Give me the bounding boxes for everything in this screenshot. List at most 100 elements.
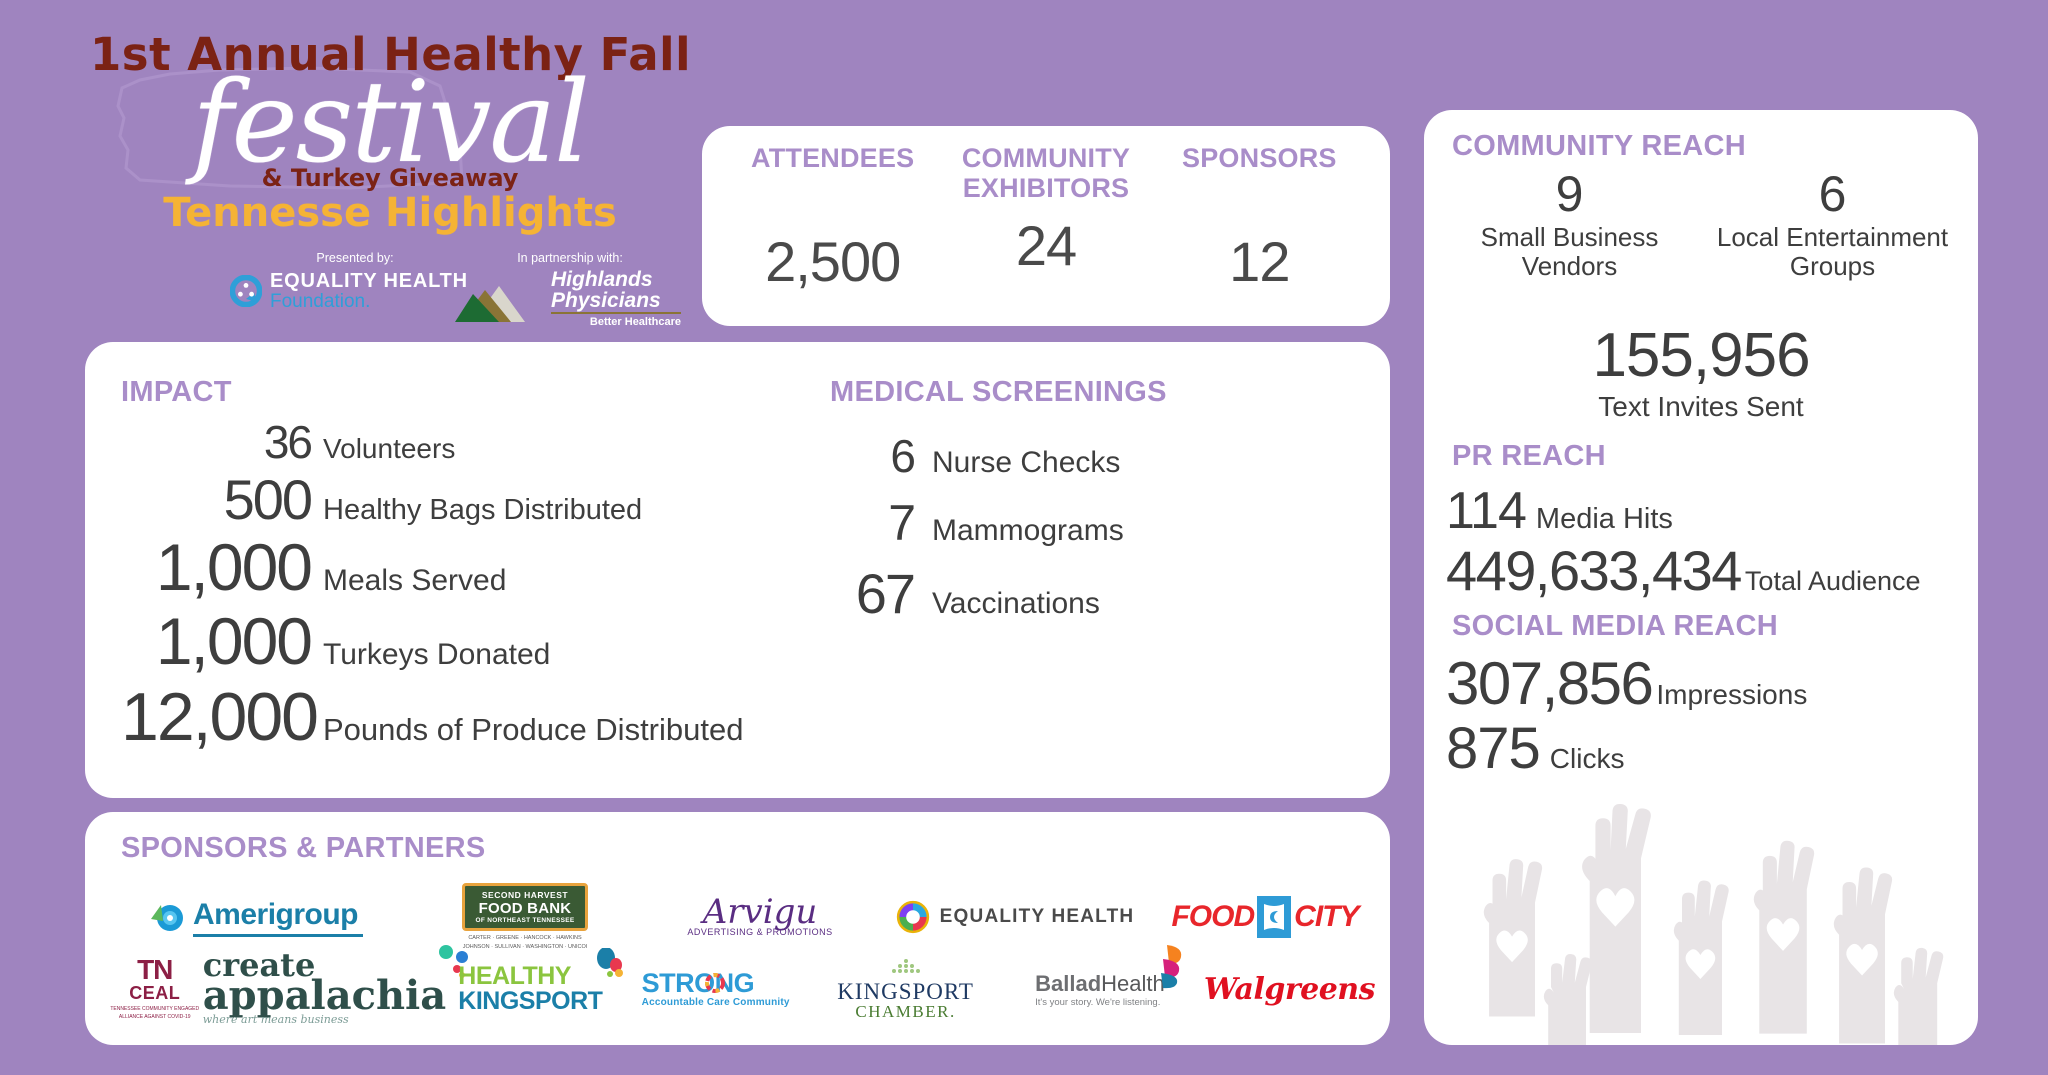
pr-reach-number: 449,633,434	[1446, 539, 1742, 603]
food-city-emblem-icon	[1257, 896, 1292, 938]
amerigroup-wordmark: Amerigroup	[193, 897, 359, 931]
screening-label: Nurse Checks	[932, 446, 1121, 479]
speech-bubbles-icon	[597, 948, 624, 977]
pr-reach-row: 114 Media Hits	[1446, 482, 1966, 540]
healthy-word: HEALTHY	[458, 962, 571, 990]
impact-row: 12,000 Pounds of Produce Distributed	[121, 679, 781, 755]
kingsport-chamber-line1: KINGSPORT	[837, 979, 974, 1004]
logo-ballad-health[interactable]: Ballad Health It's your story. We're lis…	[996, 944, 1204, 1020]
stat-label-sponsors: SPONSORS	[1182, 143, 1337, 173]
second-harvest-badge: SECOND HARVEST FOOD BANK OF NORTHEAST TE…	[462, 883, 588, 932]
strong-ring-icon	[704, 973, 725, 993]
social-media-row: 307,856 Impressions	[1446, 650, 1966, 717]
social-media-label: Clicks	[1549, 743, 1625, 775]
logo-strong-accountable-care[interactable]: STRONG Accountable Care Community	[616, 958, 815, 1020]
screening-number: 67	[855, 561, 916, 625]
tn-ceal-mark: TN	[137, 953, 173, 985]
raised-hands-with-hearts-background-icon	[1483, 803, 1944, 1045]
pr-reach-label: Media Hits	[1535, 503, 1673, 535]
mountains-icon	[455, 286, 525, 322]
logo-walgreens[interactable]: Walgreens	[1203, 958, 1376, 1020]
top-stats-labels: ATTENDEES COMMUNITY EXHIBITORS SPONSORS	[702, 126, 1390, 203]
impact-number: 500	[223, 467, 313, 531]
logo-arvigu-advertising[interactable]: Arvigu ADVERTISING & PROMOTIONS	[645, 886, 875, 948]
logo-second-harvest-food-bank[interactable]: SECOND HARVEST FOOD BANK OF NORTHEAST TE…	[405, 883, 645, 950]
logo-healthy-kingsport[interactable]: HEALTHY KINGSPORT	[444, 948, 624, 1020]
social-media-row: 875 Clicks	[1446, 716, 1966, 782]
city-word: CITY	[1294, 900, 1359, 933]
top-stats-card: ATTENDEES COMMUNITY EXHIBITORS SPONSORS …	[702, 126, 1390, 326]
small-business-vendors-label: Small Business Vendors	[1480, 221, 1659, 281]
highlands-physicians-lockup: In partnership with: Highlands Physician…	[455, 251, 685, 328]
screening-label: Mammograms	[932, 513, 1124, 547]
logo-food-city[interactable]: FOOD CITY	[1155, 886, 1375, 948]
pr-reach-title: PR REACH	[1452, 440, 1606, 472]
stat-label-attendees: ATTENDEES	[751, 143, 915, 173]
impact-label: Pounds of Produce Distributed	[323, 712, 744, 748]
food-word: FOOD	[1171, 900, 1255, 933]
screening-number: 6	[890, 430, 916, 482]
strong-tagline: Accountable Care Community	[641, 997, 790, 1008]
medical-screenings-section: MEDICAL SCREENINGS 6 Nurse Checks 7 Mamm…	[830, 376, 1350, 637]
tennessee-state-outline	[116, 66, 464, 190]
impact-and-screenings-card: IMPACT 36 Volunteers 500 Healthy Bags Di…	[85, 342, 1390, 798]
equality-health-circle-icon	[230, 275, 262, 308]
equality-health-name: EQUALITY HEALTH	[270, 270, 468, 292]
impact-number: 1,000	[155, 530, 313, 605]
community-reach-column: 6 Local Entertainment Groups	[1701, 168, 1964, 281]
physicians-word: Physicians	[551, 289, 661, 312]
social-media-reach-title: SOCIAL MEDIA REACH	[1452, 610, 1779, 642]
pr-reach-row: 449,633,434 Total Audience	[1446, 540, 1966, 603]
community-reach-columns: 9 Small Business Vendors 6 Local Enterta…	[1438, 168, 1964, 281]
impact-number: 1,000	[155, 604, 313, 679]
impact-label: Volunteers	[323, 433, 456, 464]
sponsors-and-partners-card: SPONSORS & PARTNERS Amerigroup SECOND HA…	[85, 812, 1390, 1045]
medical-screenings-title: MEDICAL SCREENINGS	[830, 376, 1167, 408]
community-reach-column: 9 Small Business Vendors	[1438, 168, 1701, 281]
health-word: Health	[1101, 970, 1165, 996]
text-invites-label: Text Invites Sent	[1598, 391, 1804, 422]
equality-health-people-icon	[896, 900, 929, 934]
impact-row: 1,000 Meals Served	[121, 530, 781, 605]
logo-create-appalachia[interactable]: create appalachia where art means busine…	[203, 944, 469, 1026]
community-reach-title: COMMUNITY REACH	[1452, 130, 1746, 162]
kingsport-chamber-line2: CHAMBER.	[855, 1002, 956, 1021]
strong-word: STRONG	[641, 968, 755, 998]
kingsport-word: KINGSPORT	[458, 987, 603, 1015]
arvigu-script-wordmark: Arvigu	[702, 891, 818, 932]
amerigroup-flower-icon	[151, 905, 183, 931]
header-title-highlights: Tennesse Highlights	[163, 190, 617, 236]
sponsor-logo-row-1: Amerigroup SECOND HARVEST FOOD BANK OF N…	[105, 883, 1375, 950]
screening-label: Vaccinations	[932, 586, 1100, 620]
screening-row: 6 Nurse Checks	[830, 430, 1350, 483]
festival-header: 1st Annual Healthy Fall festival & Turke…	[90, 6, 691, 336]
pr-reach-rows: 114 Media Hits 449,633,434 Total Audienc…	[1446, 482, 1966, 603]
stat-label-community-exhibitors: COMMUNITY EXHIBITORS	[961, 143, 1131, 203]
second-harvest-line2: FOOD BANK	[478, 900, 572, 918]
header-title-subtitle: & Turkey Giveaway	[261, 164, 519, 192]
pr-reach-number: 114	[1446, 482, 1527, 540]
create-word: create	[202, 945, 316, 984]
social-media-number: 307,856	[1446, 650, 1654, 717]
social-media-label: Impressions	[1656, 679, 1808, 710]
impact-number: 12,000	[121, 679, 319, 756]
amerigroup-underline	[193, 933, 363, 937]
ballad-health-tagline: It's your story. We're listening.	[1035, 996, 1161, 1008]
logo-tn-ceal[interactable]: TN CEAL TENNESSEE COMMUNITY ENGAGED ALLI…	[105, 953, 204, 1020]
highlands-rule	[551, 312, 681, 314]
impact-label: Healthy Bags Distributed	[323, 493, 643, 526]
logo-kingsport-chamber[interactable]: KINGSPORT CHAMBER.	[815, 958, 996, 1020]
walgreens-wordmark: Walgreens	[1203, 971, 1376, 1007]
arvigu-tagline: ADVERTISING & PROMOTIONS	[687, 927, 833, 938]
local-entertainment-groups-number: 6	[1818, 166, 1847, 222]
logo-amerigroup[interactable]: Amerigroup	[105, 886, 405, 948]
partnership-caption: In partnership with:	[517, 251, 623, 265]
impact-row: 1,000 Turkeys Donated	[121, 604, 781, 679]
equality-health-wordmark: EQUALITY HEALTH	[939, 906, 1135, 927]
stat-value-attendees: 2,500	[765, 230, 901, 294]
text-invites-block: 155,956 Text Invites Sent	[1438, 325, 1964, 423]
impact-label: Meals Served	[323, 564, 507, 598]
small-business-vendors-number: 9	[1555, 166, 1584, 222]
impact-section-title: IMPACT	[121, 376, 232, 408]
logo-equality-health[interactable]: EQUALITY HEALTH	[875, 886, 1155, 948]
